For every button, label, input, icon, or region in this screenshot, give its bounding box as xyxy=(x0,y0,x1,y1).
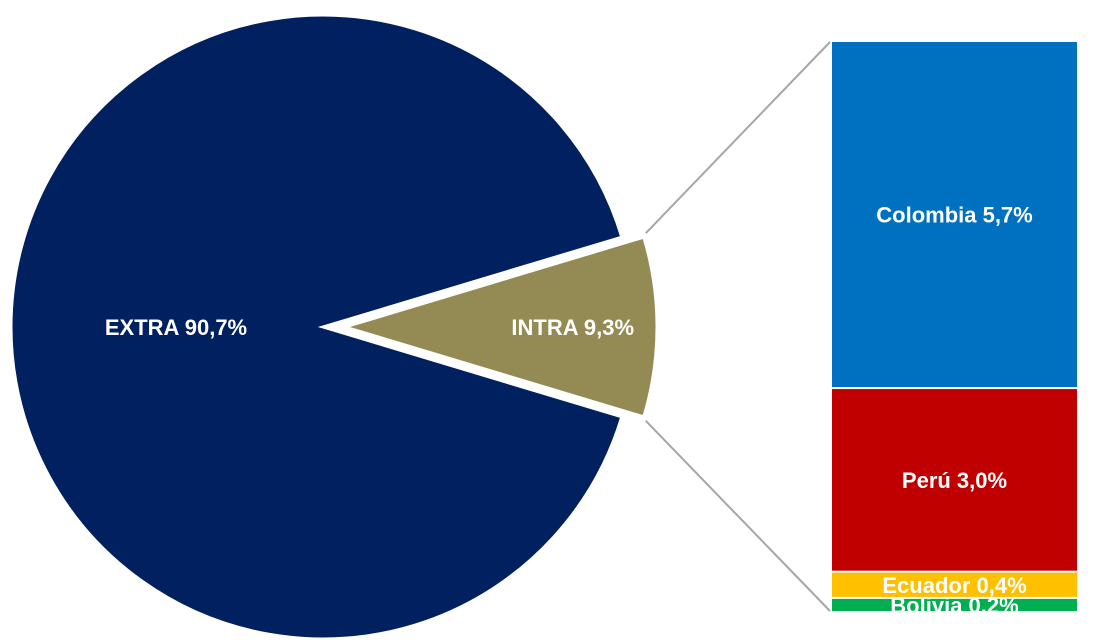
bar-segment-ecuador xyxy=(832,572,1077,597)
bar-segment-colombia xyxy=(832,42,1077,388)
pie-slice-intra xyxy=(339,235,659,419)
bar-label-bolivia: Bolivia 0,2% xyxy=(890,593,1018,618)
data-labels: EXTRA 90,7% INTRA 9,3% Colombia 5,7% Perú 3… xyxy=(105,203,1033,618)
pie-label-extra: EXTRA 90,7% xyxy=(105,315,247,340)
bar-segment-bolivia xyxy=(832,598,1077,611)
connector-line-top xyxy=(645,41,831,234)
bar-label-ecuador: Ecuador 0,4% xyxy=(882,573,1026,598)
breakdown-bar xyxy=(832,42,1077,611)
pie xyxy=(9,13,659,641)
bar-label-colombia: Colombia 5,7% xyxy=(876,203,1032,228)
bar-segment-peru xyxy=(832,389,1077,571)
pie-slice-extra xyxy=(9,13,624,641)
connector-line-bottom xyxy=(645,420,831,612)
pie-label-intra: INTRA 9,3% xyxy=(511,315,634,340)
bar-label-peru: Perú 3,0% xyxy=(902,468,1007,493)
connector-lines xyxy=(645,41,831,612)
